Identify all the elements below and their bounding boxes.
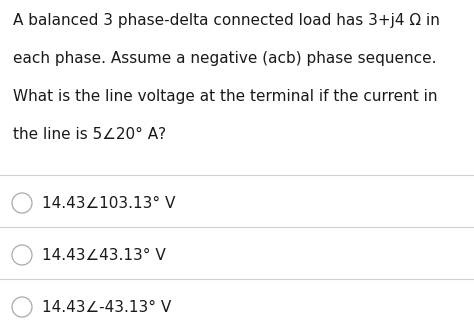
Text: 14.43∠103.13° V: 14.43∠103.13° V (42, 195, 175, 211)
Text: 14.43∠43.13° V: 14.43∠43.13° V (42, 248, 166, 262)
Text: the line is 5∠20° A?: the line is 5∠20° A? (13, 127, 166, 142)
Text: What is the line voltage at the terminal if the current in: What is the line voltage at the terminal… (13, 89, 438, 104)
Text: 14.43∠-43.13° V: 14.43∠-43.13° V (42, 300, 171, 314)
Text: A balanced 3 phase-delta connected load has 3+j4 Ω in: A balanced 3 phase-delta connected load … (13, 13, 440, 28)
Text: each phase. Assume a negative (acb) phase sequence.: each phase. Assume a negative (acb) phas… (13, 51, 437, 66)
